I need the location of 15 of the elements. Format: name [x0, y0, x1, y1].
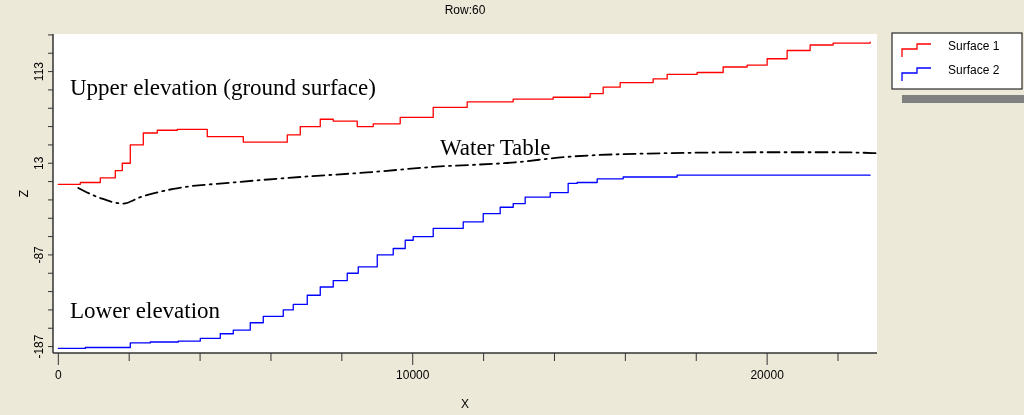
y-tick-label: 13: [32, 156, 46, 170]
x-axis-title: X: [460, 397, 470, 411]
x-tick-label: 20000: [750, 368, 785, 382]
y-axis-title: Z: [17, 189, 31, 198]
annotation: Lower elevation: [70, 298, 221, 323]
y-tick-label: -187: [32, 334, 46, 359]
y-tick-label: 113: [32, 61, 46, 82]
x-tick-label: 0: [54, 368, 62, 382]
chart-title: Row:60: [444, 3, 486, 17]
legend-label: Surface 2: [948, 63, 1000, 77]
x-tick-label: 10000: [396, 368, 430, 382]
legend-label: Surface 1: [948, 39, 1000, 53]
annotation: Upper elevation (ground surface): [70, 75, 376, 100]
y-tick-label: -87: [32, 245, 46, 264]
annotation: Water Table: [440, 135, 551, 160]
